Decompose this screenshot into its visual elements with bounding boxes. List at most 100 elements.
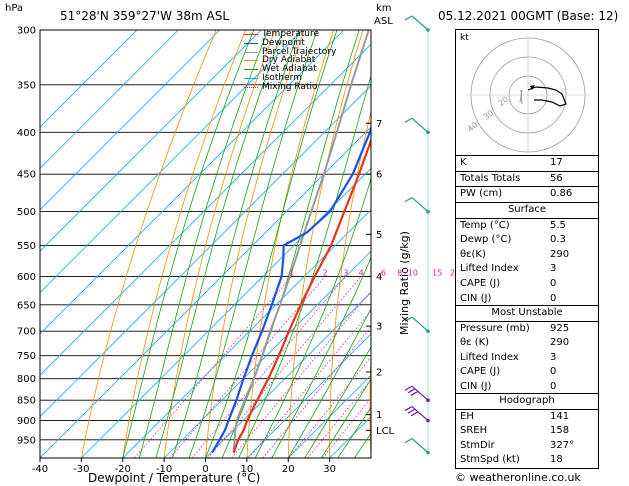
pressure-tick-label: 800: [17, 374, 36, 385]
isotherm-line: [205, 291, 371, 458]
pressure-tick-label: 950: [17, 435, 36, 446]
dry-adiabat: [81, 30, 217, 458]
most-unstable-row: Lifted Index 3: [460, 351, 557, 363]
wet-adiabat: [122, 30, 255, 458]
mixing-ratio-label: 10: [408, 268, 418, 277]
pressure-tick-label: 750: [17, 351, 36, 362]
hodograph-row: StmSpd (kt) 18: [460, 454, 563, 466]
dry-adiabat: [163, 30, 276, 458]
isotherm-line: [246, 333, 371, 458]
legend-item-dry-adiabat: Dry Adiabat: [244, 56, 336, 65]
index-row-k: K 17: [460, 157, 563, 168]
wet-adiabat: [271, 256, 371, 458]
chart-legend: Temperature Dewpoint Parcel Trajectory D…: [244, 30, 336, 92]
legend-item-temperature: Temperature: [244, 30, 336, 39]
legend-item-parcel: Parcel Trajectory: [244, 47, 336, 57]
x-axis-label: Dewpoint / Temperature (°C): [88, 471, 261, 485]
footer-credit: © weatheronline.co.uk: [455, 471, 581, 484]
x-tick-label: -10: [156, 464, 172, 475]
wind-barb: [404, 438, 430, 455]
mixing-ratio-line: [191, 276, 347, 458]
mixing-ratio-label: 8: [397, 268, 402, 277]
hodograph-trace: [527, 86, 567, 107]
wet-adiabat: [205, 30, 338, 458]
hodograph-table-title: Hodograph: [499, 395, 555, 406]
isotherm-line: [40, 30, 345, 335]
wet-adiabat: [304, 346, 371, 458]
mixing-ratio-label: 6: [381, 268, 386, 277]
x-tick-label: 10: [241, 464, 254, 475]
dry-adiabat: [122, 30, 246, 458]
wet-adiabat: [238, 74, 371, 458]
wet-adiabat: [337, 406, 371, 458]
hodograph-unit: kt: [460, 33, 469, 43]
mixing-ratio-label: 3: [343, 268, 348, 277]
hodograph-ring-label: 40: [466, 120, 480, 133]
wind-barb: [404, 406, 430, 423]
surface-row: Temp (°C) 5.5: [456, 217, 598, 234]
pressure-tick-label: 450: [17, 170, 36, 181]
wind-barb: [404, 316, 430, 334]
pressure-tick-label: 550: [17, 241, 36, 252]
index-row-totals: Totals Totals 56: [456, 170, 598, 187]
isotherm-line: [40, 85, 371, 418]
mixing-ratio-line: [207, 276, 362, 458]
mixing-ratio-line: [248, 310, 371, 458]
x-tick-label: 30: [323, 464, 336, 475]
pressure-tick-label: 500: [17, 207, 36, 218]
hodograph-row: EH 141: [456, 408, 598, 425]
wet-adiabat: [287, 307, 371, 458]
surface-title: Surface: [507, 204, 547, 215]
isotherm-line: [40, 30, 262, 252]
wet-adiabat: [254, 177, 371, 458]
pressure-tick-label: 400: [17, 128, 36, 139]
wet-adiabat: [221, 30, 360, 458]
isotherm-line: [40, 43, 371, 376]
km-tick-label: 6: [376, 170, 382, 181]
most-unstable-title: Most Unstable: [491, 307, 563, 318]
x-tick-label: -40: [32, 464, 48, 475]
mixing-ratio-line: [169, 276, 326, 458]
surface-row: CAPE (J) 0: [460, 277, 557, 289]
mixing-ratio-line: [231, 290, 371, 458]
most-unstable-row: θε (K) 290: [460, 337, 570, 349]
pressure-tick-label: 300: [17, 26, 36, 37]
wind-barb: [404, 15, 430, 32]
legend-item-isotherm: Isotherm: [244, 73, 336, 83]
surface-row: Dewp (°C) 0.3: [460, 234, 566, 246]
pressure-tick-label: 600: [17, 272, 36, 283]
dry-adiabat: [287, 30, 364, 458]
mixing-ratio-line: [288, 356, 371, 458]
most-unstable-row: Pressure (mb) 925: [456, 320, 598, 337]
wind-barb: [404, 197, 430, 214]
temperature-line: [232, 137, 371, 453]
km-tick-label: LCL: [376, 426, 395, 437]
mixing-ratio-label: 15: [432, 268, 442, 277]
run-datetime: 05.12.2021 00GMT (Base: 12): [438, 9, 619, 23]
km-tick-label: 1: [376, 410, 382, 421]
mixing-ratio-line: [322, 397, 371, 458]
hodograph: kt 40 30 20: [455, 29, 599, 156]
dry-adiabat: [409, 30, 451, 458]
legend-item-dewpoint: Dewpoint: [244, 38, 336, 48]
mixing-ratio-label: 1: [289, 268, 294, 277]
surface-row: Lifted Index 3: [460, 263, 557, 275]
wind-barb: [404, 385, 430, 403]
wind-barb: [404, 117, 430, 135]
km-tick-label: 2: [376, 367, 382, 378]
most-unstable-row: CAPE (J) 0: [460, 366, 557, 378]
wet-adiabat: [188, 30, 318, 458]
index-row-pw: PW (cm) 0.86: [456, 186, 598, 202]
hpa-unit-label: hPa: [5, 3, 24, 14]
mixing-ratio-label: 4: [359, 268, 364, 277]
wet-adiabat: [321, 378, 371, 458]
isotherm-line: [163, 250, 371, 458]
x-tick-label: -20: [115, 464, 131, 475]
isotherm-line: [40, 30, 179, 169]
indices-table: K 17 Totals Totals 56 PW (cm) 0.86: [455, 155, 599, 203]
pressure-tick-label: 650: [17, 300, 36, 311]
surface-row: θε(K) 290: [460, 248, 570, 260]
legend-item-wet-adiabat: Wet Adiabat: [244, 65, 336, 74]
mixing-ratio-label: 2: [323, 268, 328, 277]
